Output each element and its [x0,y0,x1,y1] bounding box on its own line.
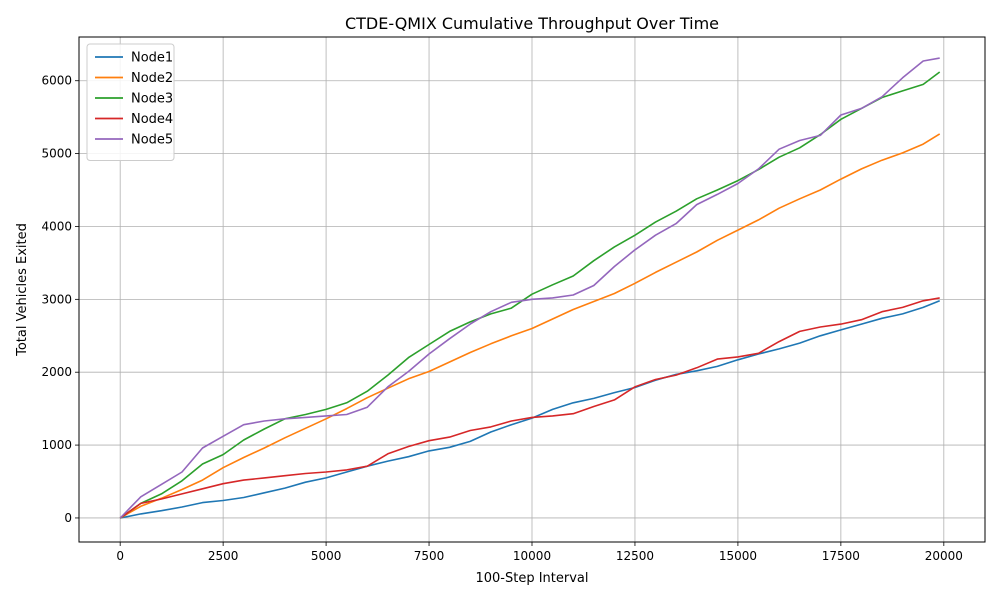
y-tick-label: 3000 [41,292,72,306]
grid [79,37,985,542]
y-tick-label: 0 [64,511,72,525]
x-tick-label: 5000 [311,549,342,563]
x-tick-label: 7500 [414,549,445,563]
x-tick-label: 15000 [719,549,757,563]
y-tick-label: 6000 [41,74,72,88]
legend-label: Node4 [131,112,173,127]
x-tick-label: 17500 [822,549,860,563]
series-line-node4 [119,297,940,519]
x-tick-label: 10000 [513,549,551,563]
y-tick-label: 5000 [41,147,72,161]
legend-label: Node5 [131,133,173,148]
x-tick-label: 20000 [925,549,963,563]
chart-title: CTDE-QMIX Cumulative Throughput Over Tim… [345,14,719,33]
y-tick-label: 2000 [41,365,72,379]
legend-label: Node2 [131,71,173,86]
legend-label: Node3 [131,92,173,107]
x-axis-ticks: 0 2500 5000 7500 10000 12500 15000 17500 20000 [116,542,963,563]
x-axis-label: 100-Step Interval [475,571,588,586]
x-tick-label: 12500 [616,549,654,563]
legend: Node1 Node2 Node3 Node4 Node5 [86,43,175,161]
series-line-node3 [119,71,941,519]
y-axis-ticks: 0 1000 2000 3000 4000 5000 6000 [41,74,79,525]
y-tick-label: 1000 [41,438,72,452]
x-tick-label: 0 [116,549,124,563]
series-lines [119,57,941,519]
series-line-node2 [119,133,941,519]
y-tick-label: 4000 [41,219,72,233]
x-tick-label: 2500 [208,549,239,563]
y-axis-label: Total Vehicles Exited [15,223,30,357]
series-line-node5 [119,57,940,519]
legend-box [86,43,175,161]
legend-label: Node1 [131,51,173,66]
